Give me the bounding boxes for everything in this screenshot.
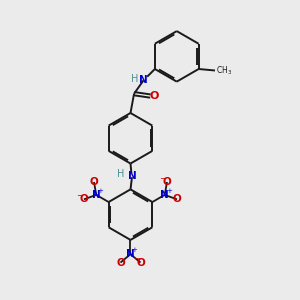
Text: N: N xyxy=(160,190,169,200)
Text: O: O xyxy=(116,258,125,268)
Text: H: H xyxy=(131,74,138,84)
Text: −: − xyxy=(76,191,83,200)
Text: CH$_3$: CH$_3$ xyxy=(216,64,232,77)
Text: −: − xyxy=(159,174,166,183)
Text: N: N xyxy=(139,75,148,85)
Text: +: + xyxy=(166,188,172,194)
Text: O: O xyxy=(149,91,159,101)
Text: +: + xyxy=(98,188,103,194)
Text: N: N xyxy=(92,190,100,200)
Text: O: O xyxy=(90,177,98,187)
Text: O: O xyxy=(163,177,171,187)
Text: H: H xyxy=(117,169,124,179)
Text: O: O xyxy=(80,194,88,204)
Text: O: O xyxy=(172,194,182,204)
Text: O: O xyxy=(136,258,145,268)
Text: +: + xyxy=(132,247,138,253)
Text: −: − xyxy=(133,254,140,263)
Text: N: N xyxy=(128,171,136,181)
Text: N: N xyxy=(126,249,135,259)
